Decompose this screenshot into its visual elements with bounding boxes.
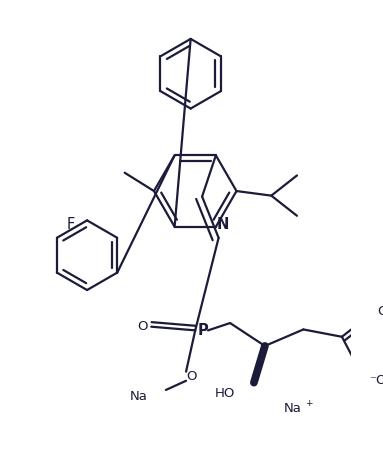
Text: N: N	[217, 217, 229, 233]
Text: +: +	[305, 399, 313, 408]
Text: O: O	[137, 320, 147, 333]
Text: O: O	[186, 370, 197, 383]
Text: Na: Na	[284, 402, 302, 415]
Text: F: F	[67, 217, 75, 233]
Text: O: O	[377, 304, 383, 317]
Text: ⁻O: ⁻O	[369, 374, 383, 387]
Text: Na: Na	[130, 390, 147, 403]
Text: P: P	[197, 323, 208, 338]
Text: HO: HO	[215, 387, 236, 400]
